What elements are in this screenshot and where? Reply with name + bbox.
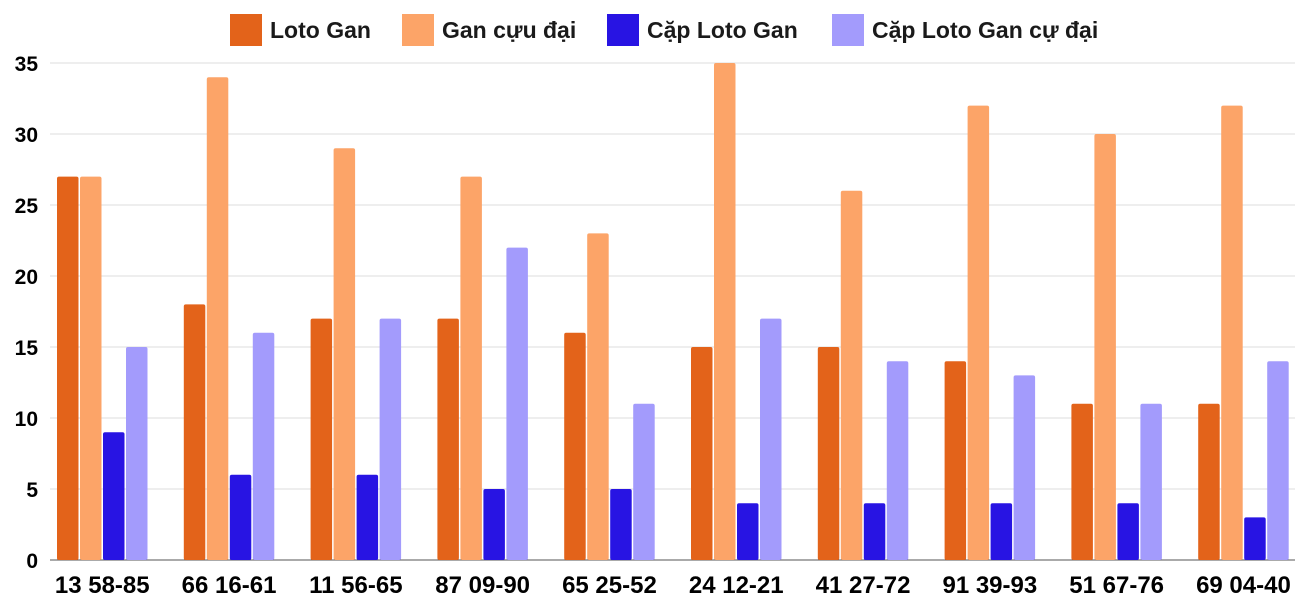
bar-c-p-loto-gan-7 xyxy=(990,503,1013,560)
bar-gan-c-u-i-2 xyxy=(333,148,356,560)
bar-loto-gan-9 xyxy=(1198,403,1220,560)
legend-swatch xyxy=(607,14,639,46)
bar-loto-gan-5 xyxy=(691,347,713,560)
bar-c-p-loto-gan-c-i-0 xyxy=(126,347,148,560)
bar-gan-c-u-i-4 xyxy=(587,233,609,560)
bar-loto-gan-4 xyxy=(564,332,586,560)
x-tick-label: 11 56-65 xyxy=(309,572,402,599)
bar-loto-gan-8 xyxy=(1071,403,1093,560)
bar-loto-gan-3 xyxy=(437,318,459,560)
legend-swatch xyxy=(832,14,864,46)
legend-label: Cặp Loto Gan xyxy=(647,17,798,43)
y-tick-label: 20 xyxy=(15,266,38,289)
bar-c-p-loto-gan-9 xyxy=(1244,517,1266,560)
x-tick-label: 66 16-61 xyxy=(182,572,277,599)
y-tick-label: 25 xyxy=(15,195,39,218)
x-tick-label: 69 04-40 xyxy=(1196,572,1291,599)
bar-gan-c-u-i-3 xyxy=(460,176,482,560)
y-tick-label: 15 xyxy=(15,337,39,360)
bar-c-p-loto-gan-4 xyxy=(610,489,632,560)
legend-label: Cặp Loto Gan cự đại xyxy=(872,17,1098,43)
bar-c-p-loto-gan-c-i-2 xyxy=(379,318,402,560)
x-axis: 13 58-85 66 16-61 11 56-65 87 09-90 65 25-52… xyxy=(55,572,1291,599)
y-tick-label: 5 xyxy=(26,479,38,502)
bar-gan-c-u-i-9 xyxy=(1221,105,1243,560)
y-tick-label: 35 xyxy=(15,53,39,76)
y-tick-label: 30 xyxy=(15,124,38,147)
x-tick-label: 41 27-72 xyxy=(816,572,911,599)
bar-c-p-loto-gan-c-i-3 xyxy=(506,247,528,560)
x-tick-label: 91 39-93 xyxy=(942,572,1037,599)
bar-loto-gan-7 xyxy=(944,361,967,560)
legend-swatch xyxy=(230,14,262,46)
bar-c-p-loto-gan-c-i-6 xyxy=(886,361,909,560)
bar-c-p-loto-gan-c-i-7 xyxy=(1013,375,1036,560)
legend-swatch xyxy=(402,14,434,46)
bar-gan-c-u-i-5 xyxy=(714,63,736,560)
bar-c-p-loto-gan-1 xyxy=(229,474,252,560)
x-tick-label: 87 09-90 xyxy=(435,572,530,599)
bar-gan-c-u-i-8 xyxy=(1094,134,1116,560)
bar-c-p-loto-gan-3 xyxy=(483,489,505,560)
bar-c-p-loto-gan-c-i-1 xyxy=(252,332,275,560)
bar-c-p-loto-gan-2 xyxy=(356,474,379,560)
x-tick-label: 51 67-76 xyxy=(1069,572,1164,599)
bar-loto-gan-0 xyxy=(57,176,79,560)
bars xyxy=(57,63,1289,561)
bar-c-p-loto-gan-c-i-5 xyxy=(760,318,782,560)
bar-c-p-loto-gan-c-i-8 xyxy=(1140,403,1162,560)
legend: Loto Gan Gan cựu đại Cặp Loto Gan Cặp Loto … xyxy=(230,14,1098,46)
bar-gan-c-u-i-7 xyxy=(967,105,990,560)
bar-loto-gan-1 xyxy=(183,304,206,560)
x-tick-label: 65 25-52 xyxy=(562,572,657,599)
bar-c-p-loto-gan-0 xyxy=(103,432,125,560)
bar-c-p-loto-gan-6 xyxy=(863,503,886,560)
bar-loto-gan-6 xyxy=(817,347,840,560)
y-axis: 0 5 10 15 20 25 30 35 xyxy=(15,53,39,573)
bar-loto-gan-2 xyxy=(310,318,333,560)
legend-label: Loto Gan xyxy=(270,17,371,43)
x-tick-label: 24 12-21 xyxy=(689,572,784,599)
bar-gan-c-u-i-1 xyxy=(206,77,229,560)
bar-c-p-loto-gan-c-i-4 xyxy=(633,403,655,560)
bar-c-p-loto-gan-5 xyxy=(737,503,759,560)
legend-label: Gan cựu đại xyxy=(442,17,576,43)
bar-c-p-loto-gan-c-i-9 xyxy=(1267,361,1289,560)
y-tick-label: 0 xyxy=(26,550,38,573)
bar-gan-c-u-i-0 xyxy=(80,176,102,560)
bar-gan-c-u-i-6 xyxy=(840,190,863,561)
bar-c-p-loto-gan-8 xyxy=(1117,503,1139,560)
x-tick-label: 13 58-85 xyxy=(55,572,150,599)
y-tick-label: 10 xyxy=(15,408,38,431)
